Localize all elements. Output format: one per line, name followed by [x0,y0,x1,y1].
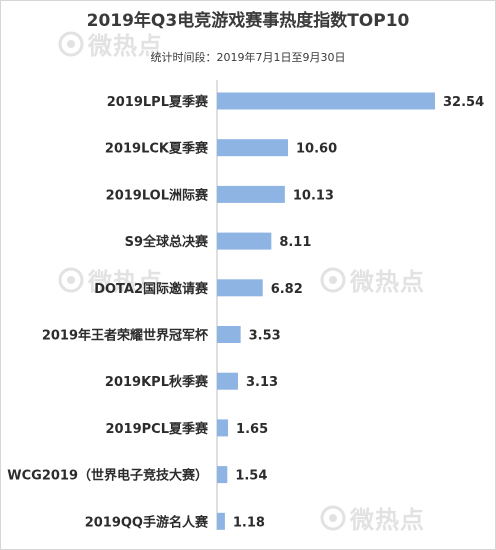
bar [217,326,241,343]
bar [217,372,238,390]
value-label: 32.54 [443,95,484,110]
category-label: S9全球总决赛 [125,234,209,250]
value-label: 8.11 [279,235,311,250]
bar [217,92,435,110]
bar [217,232,272,250]
value-label: 1.54 [235,469,267,484]
chart-subtitle: 统计时间段：2019年7月1日至9月30日 [150,51,346,64]
bar [217,419,229,437]
value-label: 1.18 [233,515,265,530]
category-label: 2019KPL秋季赛 [105,374,209,390]
value-label: 10.60 [296,142,337,157]
bar [217,279,263,297]
value-label: 10.13 [293,188,334,203]
value-label: 3.53 [249,329,281,344]
category-label: 2019PCL夏季赛 [105,421,209,437]
value-label: 3.13 [246,375,278,390]
bar [217,512,225,530]
chart-title: 2019年Q3电竞游戏赛事热度指数TOP10 [86,11,410,31]
category-label: 2019LOL洲际赛 [106,187,209,203]
category-label: DOTA2国际邀请赛 [94,281,209,297]
value-label: 1.65 [236,422,268,437]
category-label: 2019QQ手游名人赛 [85,514,209,530]
category-label: WCG2019（世界电子竞技大赛） [7,468,208,484]
bar [217,185,285,203]
category-label: 2019LCK夏季赛 [105,141,209,157]
bar [217,466,228,484]
category-label: 2019LPL夏季赛 [107,94,209,110]
category-label: 2019年王者荣耀世界冠军杯 [42,328,209,344]
bar [217,139,289,157]
value-label: 6.82 [271,282,303,297]
